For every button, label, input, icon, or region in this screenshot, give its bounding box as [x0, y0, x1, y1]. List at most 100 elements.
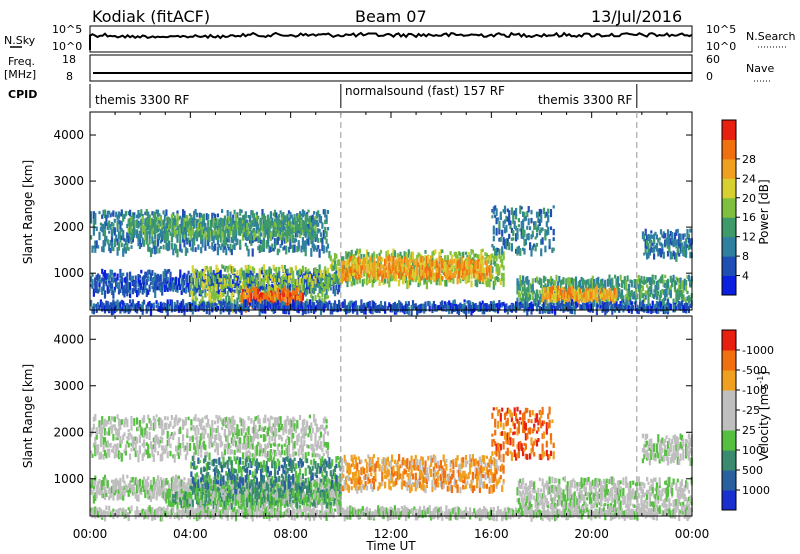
- heatmap-cell: [287, 299, 291, 309]
- heatmap-cell: [625, 279, 628, 288]
- heatmap-cell: [630, 290, 633, 297]
- heatmap-cell: [573, 294, 576, 303]
- heatmap-cell: [101, 434, 104, 438]
- power-ylabel: Slant Range [km]: [21, 160, 35, 264]
- heatmap-cell: [658, 241, 661, 246]
- heatmap-cell: [303, 284, 306, 292]
- heatmap-cell: [154, 228, 157, 235]
- heatmap-cell: [620, 304, 624, 310]
- heatmap-cell: [183, 228, 186, 237]
- heatmap-cell: [285, 290, 288, 299]
- heatmap-cell: [219, 235, 222, 243]
- heatmap-cell: [214, 273, 217, 278]
- heatmap-cell: [324, 226, 327, 234]
- heatmap-cell: [289, 294, 292, 303]
- heatmap-cell: [669, 303, 672, 311]
- heatmap-cell: [255, 215, 258, 220]
- heatmap-cell: [558, 300, 561, 305]
- heatmap-cell: [294, 281, 297, 287]
- heatmap-cell: [516, 283, 519, 292]
- heatmap-cell: [499, 255, 502, 263]
- heatmap-cell: [510, 227, 513, 234]
- heatmap-cell: [261, 266, 264, 271]
- heatmap-cell: [559, 288, 562, 296]
- heatmap-cell: [654, 303, 657, 309]
- heatmap-cell: [644, 246, 647, 255]
- heatmap-cell: [588, 304, 592, 313]
- heatmap-cell: [103, 290, 107, 299]
- heatmap-cell: [474, 270, 477, 274]
- heatmap-cell: [179, 224, 182, 230]
- heatmap-cell: [614, 274, 617, 279]
- heatmap-cell: [584, 288, 587, 294]
- heatmap-cell: [591, 293, 594, 300]
- heatmap-cell: [290, 245, 293, 249]
- heatmap-cell: [561, 293, 564, 300]
- heatmap-cell: [666, 229, 670, 236]
- heatmap-cell: [158, 213, 161, 217]
- heatmap-cell: [325, 303, 328, 308]
- heatmap-cell: [182, 299, 185, 307]
- heatmap-cell: [533, 224, 536, 230]
- heatmap-cell: [520, 221, 523, 229]
- heatmap-cell: [657, 248, 660, 257]
- heatmap-cell: [225, 219, 228, 228]
- heatmap-cell: [432, 274, 435, 283]
- heatmap-cell: [154, 233, 157, 239]
- heatmap-cell: [559, 303, 562, 312]
- heatmap-cell: [439, 249, 442, 255]
- heatmap-cell: [457, 251, 461, 256]
- heatmap-cell: [627, 292, 631, 297]
- heatmap-cell: [666, 238, 670, 246]
- heatmap-cell: [180, 248, 183, 253]
- heatmap-cell: [444, 279, 447, 287]
- heatmap-cell: [619, 274, 622, 281]
- heatmap-cell: [527, 283, 530, 293]
- heatmap-cell: [345, 306, 348, 311]
- heatmap-cell: [233, 303, 236, 313]
- heatmap-cell: [251, 220, 254, 227]
- heatmap-cell: [244, 265, 247, 272]
- heatmap-cell: [313, 211, 316, 215]
- heatmap-cell: [409, 255, 412, 262]
- heatmap-cell: [205, 301, 208, 308]
- heatmap-cell: [417, 262, 420, 268]
- heatmap-cell: [286, 284, 289, 290]
- heatmap-cell: [202, 227, 206, 234]
- heatmap-cell: [615, 278, 618, 286]
- heatmap-cell: [268, 304, 271, 309]
- heatmap-cell: [200, 277, 203, 287]
- nsky-trace: [89, 31, 693, 50]
- heatmap-cell: [439, 256, 442, 264]
- heatmap-cell: [123, 449, 126, 454]
- heatmap-cell: [223, 232, 226, 242]
- heatmap-cell: [637, 306, 640, 311]
- heatmap-cell: [554, 281, 557, 286]
- heatmap-cell: [325, 295, 328, 300]
- heatmap-cell: [404, 303, 408, 312]
- heatmap-cell: [301, 237, 304, 244]
- heatmap-cell: [661, 305, 664, 312]
- heatmap-cell: [522, 227, 525, 237]
- heatmap-cell: [98, 452, 101, 460]
- heatmap-cell: [159, 216, 162, 222]
- heatmap-cell: [182, 230, 185, 240]
- heatmap-cell: [393, 272, 396, 279]
- heatmap-cell: [176, 213, 179, 219]
- heatmap-cell: [108, 448, 111, 458]
- heatmap-cell: [552, 280, 555, 287]
- heatmap-cell: [278, 295, 281, 302]
- heatmap-cell: [544, 295, 547, 304]
- heatmap-cell: [407, 279, 410, 288]
- heatmap-cell: [151, 277, 154, 286]
- heatmap-cell: [119, 301, 122, 307]
- heatmap-cell: [313, 280, 316, 290]
- heatmap-cell: [469, 260, 472, 269]
- heatmap-cell: [508, 218, 511, 226]
- heatmap-cell: [614, 287, 617, 295]
- heatmap-cell: [319, 232, 323, 237]
- heatmap-cell: [102, 223, 105, 233]
- heatmap-cell: [655, 293, 658, 300]
- heatmap-cell: [214, 297, 217, 304]
- heatmap-cell: [264, 286, 267, 291]
